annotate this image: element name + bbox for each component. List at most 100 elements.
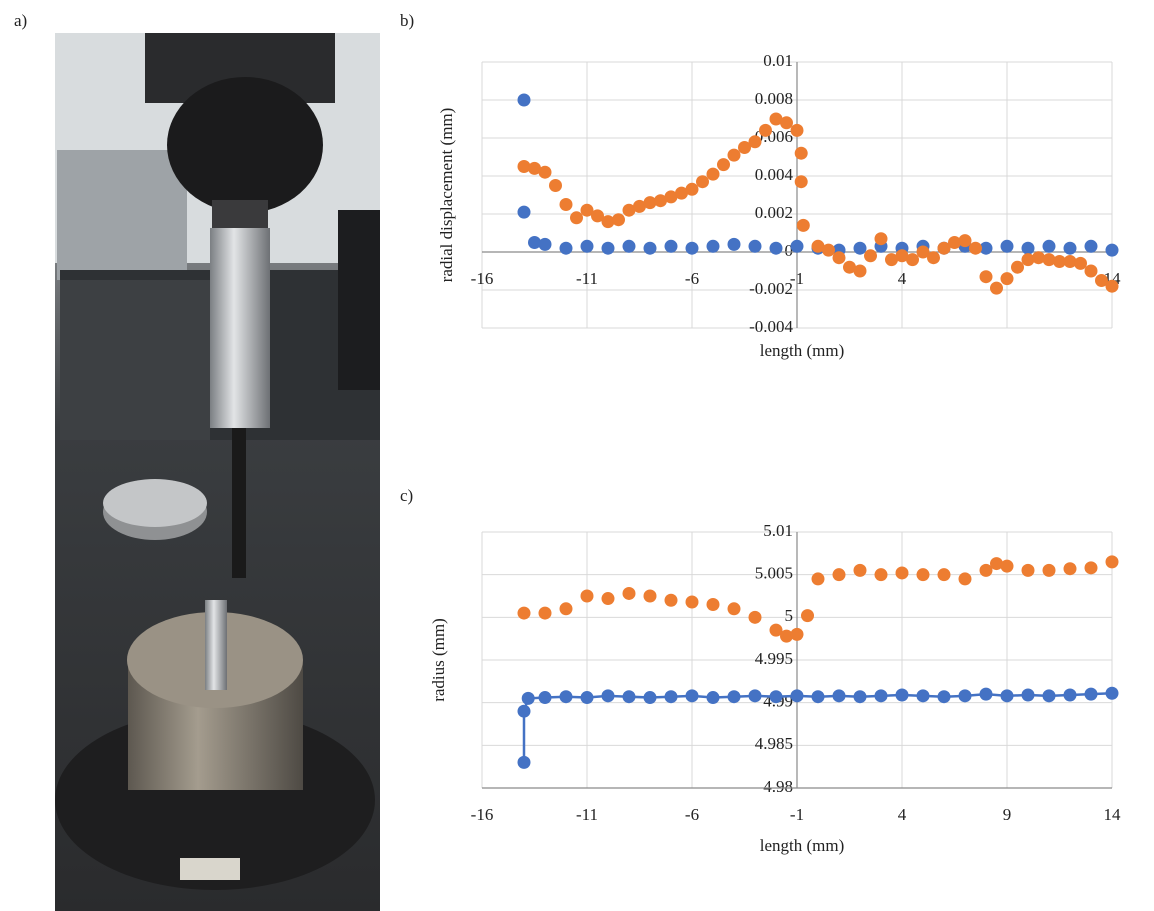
data-point — [685, 182, 699, 196]
data-point — [643, 589, 657, 603]
data-point — [633, 199, 646, 213]
data-point — [916, 568, 930, 582]
data-point — [769, 623, 783, 637]
data-point — [1084, 239, 1098, 253]
data-point — [1032, 251, 1045, 265]
data-point — [895, 249, 909, 263]
data-point — [601, 592, 615, 606]
data-point — [538, 691, 552, 705]
x-tick-label: -1 — [790, 805, 804, 824]
data-point — [654, 194, 667, 208]
data-point — [521, 691, 535, 705]
data-point — [790, 123, 804, 137]
data-point — [990, 557, 1003, 571]
y-tick-label: 5.01 — [763, 521, 793, 540]
y-axis-label: radius (mm) — [429, 618, 448, 702]
data-point — [643, 691, 657, 705]
data-point — [1074, 256, 1087, 270]
data-point — [517, 205, 531, 219]
panel-label: a) — [14, 11, 27, 30]
x-tick-label: 9 — [1003, 805, 1012, 824]
data-point — [580, 239, 594, 253]
data-point — [937, 690, 951, 704]
data-point — [1042, 239, 1056, 253]
data-point — [538, 165, 552, 179]
data-point — [706, 598, 720, 612]
data-point — [822, 243, 835, 257]
y-tick-label: 0.004 — [755, 165, 794, 184]
data-point — [948, 236, 961, 249]
y-tick-label: 4.985 — [755, 734, 793, 753]
y-tick-label: 0 — [785, 241, 794, 260]
data-point — [643, 196, 657, 210]
data-point — [748, 689, 762, 703]
data-point — [1095, 274, 1108, 287]
y-tick-label: 5.005 — [755, 564, 793, 583]
data-point — [885, 253, 898, 267]
data-point — [801, 609, 814, 623]
y-tick-label: 0.01 — [763, 51, 793, 70]
data-point — [748, 135, 762, 149]
panel-label: c) — [400, 486, 413, 505]
data-point — [517, 93, 531, 107]
data-point — [811, 690, 825, 704]
data-point — [832, 568, 846, 582]
y-tick-label: 4.995 — [755, 649, 793, 668]
series-line — [522, 692, 1113, 763]
data-point — [570, 211, 583, 225]
y-tick-label: 5 — [785, 606, 794, 625]
x-tick-label: 14 — [1104, 805, 1122, 824]
x-tick-label: -6 — [685, 805, 699, 824]
data-point — [927, 251, 940, 265]
data-point — [664, 239, 678, 253]
data-point — [1105, 279, 1119, 293]
data-point — [685, 689, 699, 703]
data-point — [727, 237, 741, 251]
data-point — [832, 251, 846, 265]
data-point — [979, 241, 993, 255]
data-point — [1000, 689, 1014, 703]
data-point — [591, 209, 604, 223]
data-point — [675, 186, 688, 200]
data-point — [874, 689, 888, 703]
data-point — [796, 218, 810, 232]
data-point — [528, 236, 541, 249]
data-point — [895, 566, 909, 580]
data-point — [790, 239, 804, 253]
panel-label: b) — [400, 11, 414, 30]
data-point — [643, 241, 657, 255]
data-point — [1105, 555, 1119, 569]
data-point — [580, 589, 594, 603]
data-point — [769, 241, 783, 255]
y-tick-label: 4.98 — [763, 777, 793, 796]
data-point — [622, 690, 636, 704]
data-point — [780, 629, 793, 643]
data-point — [1063, 688, 1077, 702]
data-point — [601, 215, 615, 229]
data-point — [517, 606, 531, 620]
data-point — [937, 568, 951, 582]
data-point — [916, 689, 930, 703]
data-point — [958, 572, 972, 586]
data-point — [601, 689, 615, 703]
data-point — [979, 687, 993, 701]
data-point — [853, 563, 867, 577]
y-tick-label: 0.008 — [755, 89, 793, 108]
data-point — [717, 158, 730, 172]
y-axis-label: radial displacement (mm) — [437, 108, 456, 283]
data-point — [780, 116, 793, 130]
data-point — [559, 690, 573, 704]
data-point — [580, 691, 594, 705]
data-point — [664, 190, 678, 204]
data-point — [1084, 264, 1098, 278]
x-axis-label: length (mm) — [760, 836, 845, 855]
y-tick-label: -0.002 — [749, 279, 793, 298]
data-point — [727, 690, 741, 704]
data-point — [1021, 241, 1035, 255]
data-point — [1000, 272, 1014, 286]
photo — [55, 33, 380, 911]
data-point — [601, 241, 615, 255]
data-point — [559, 241, 573, 255]
data-point — [748, 239, 762, 253]
